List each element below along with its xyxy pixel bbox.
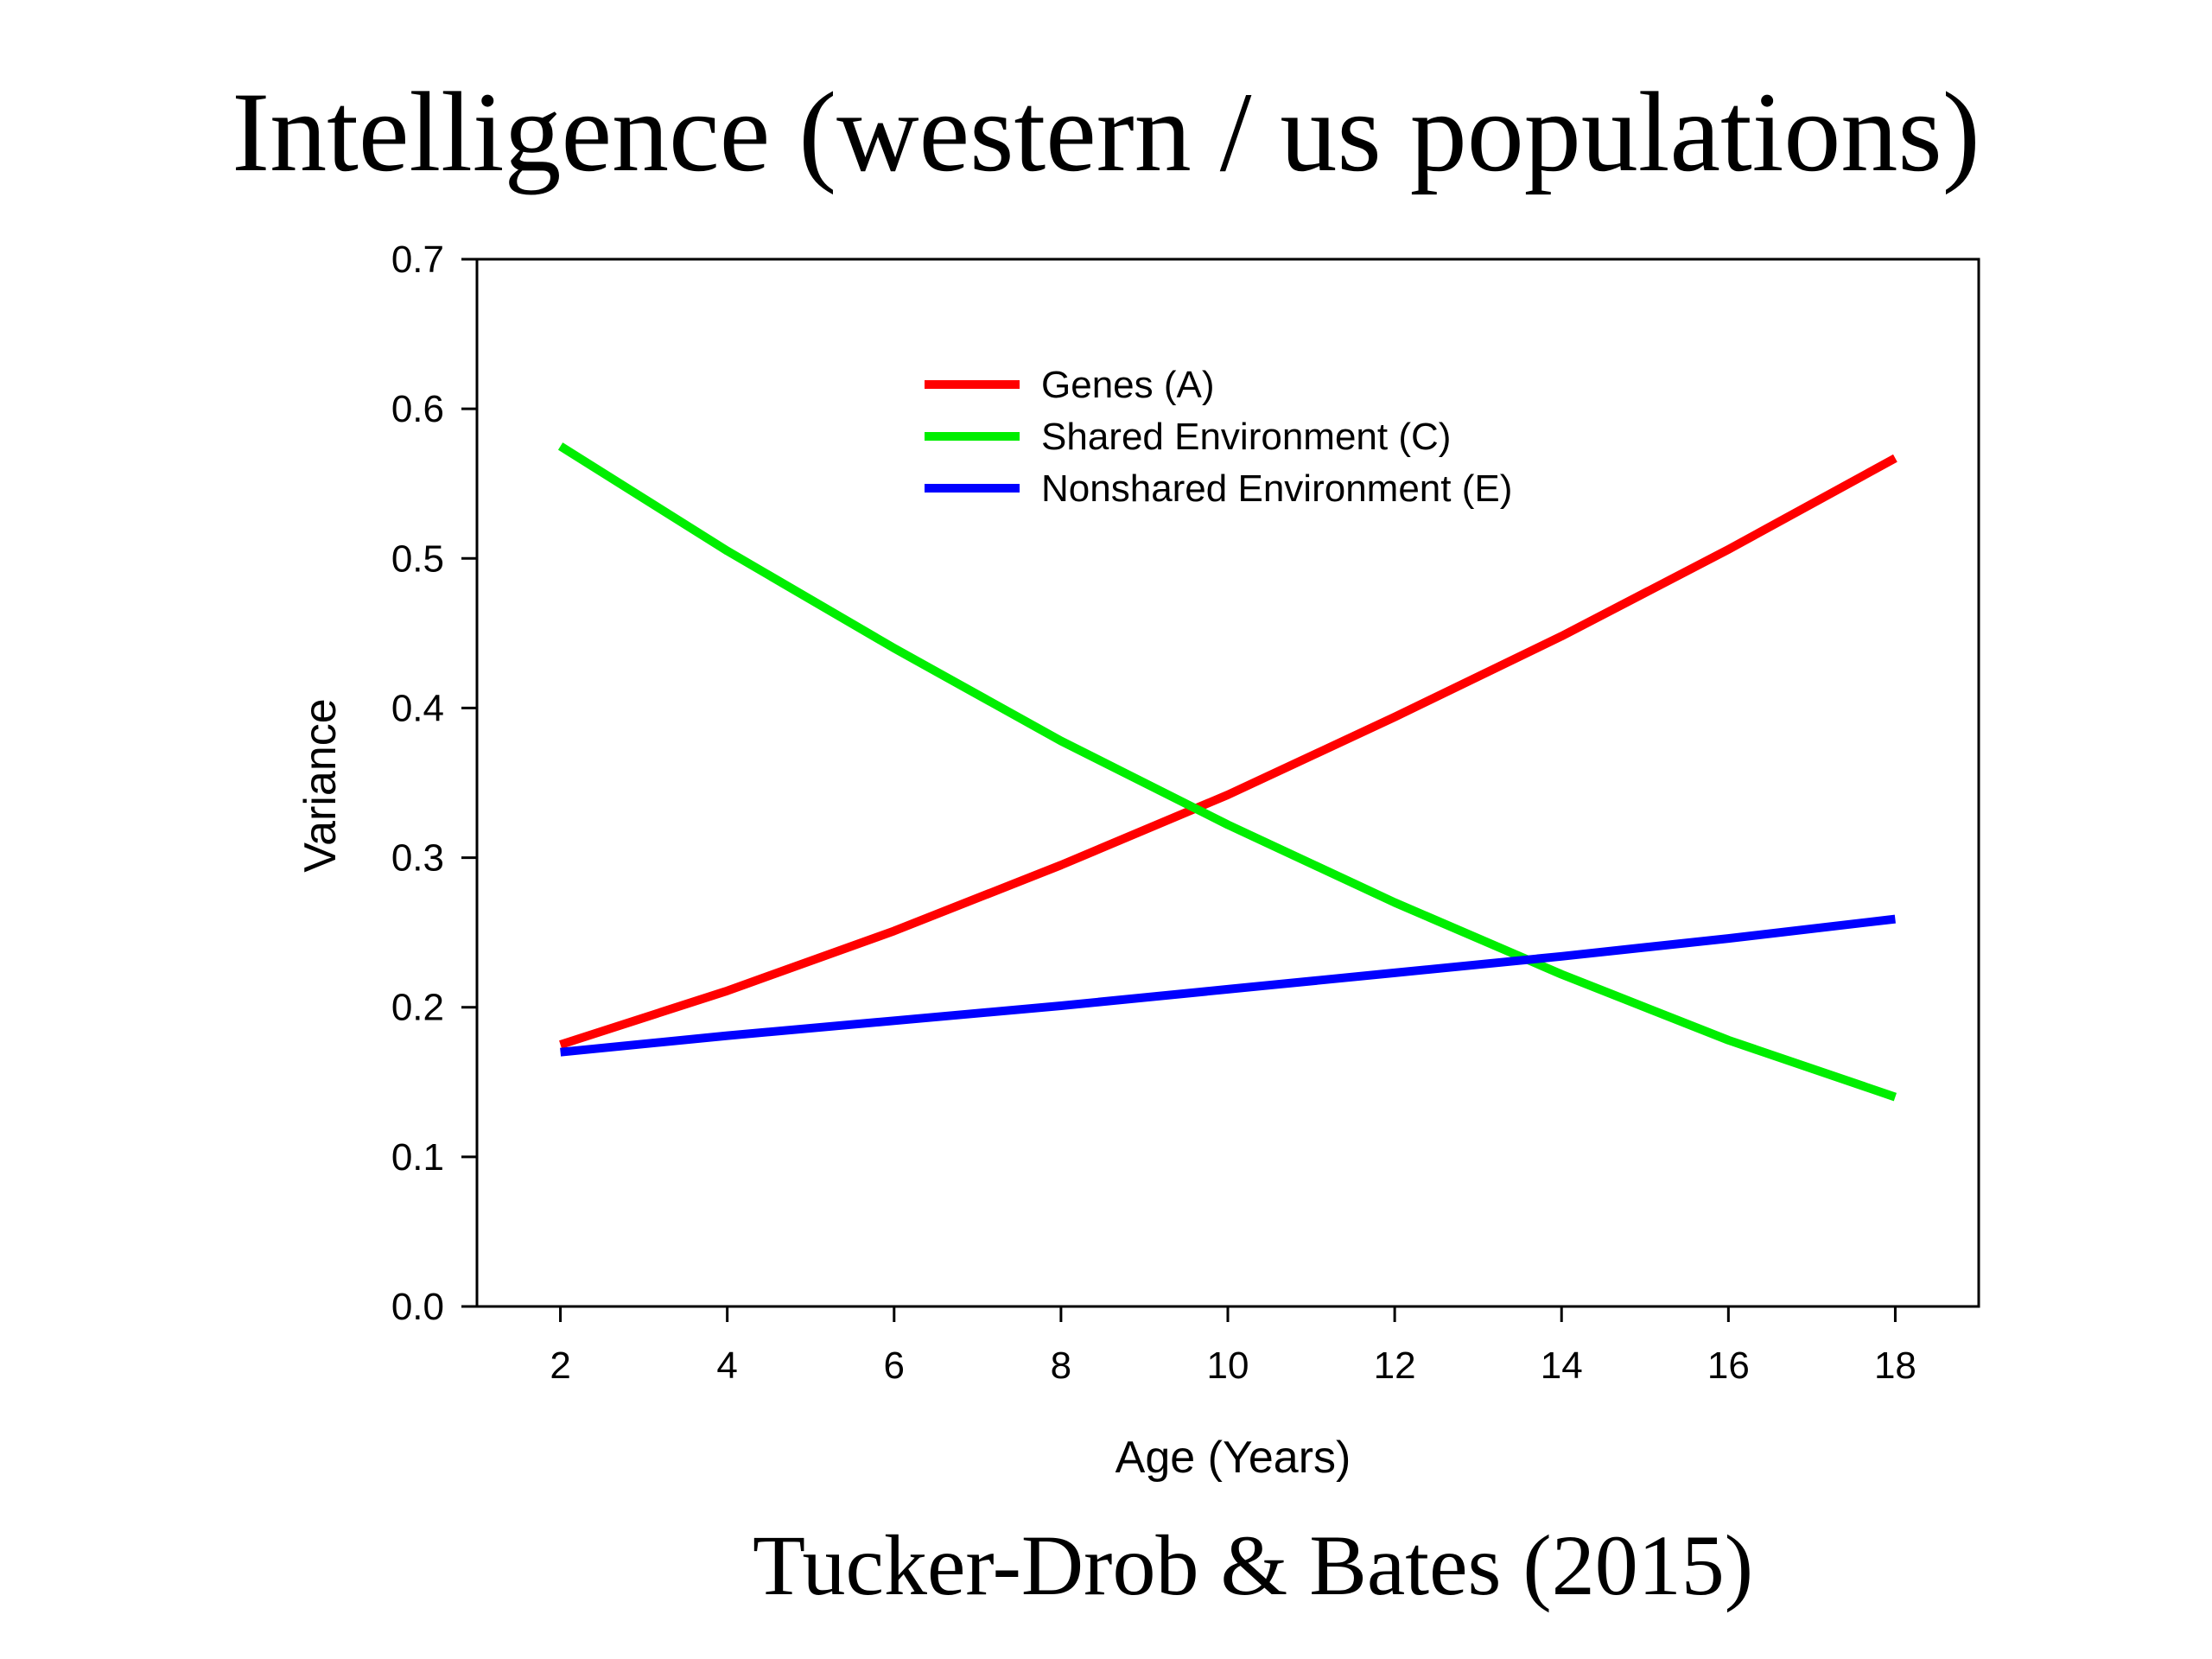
x-tick-label: 14: [1541, 1344, 1583, 1387]
citation-text: Tucker-Drob & Bates (2015): [752, 1517, 1753, 1613]
x-tick-label: 4: [716, 1344, 737, 1387]
y-tick-label: 0.0: [391, 1286, 444, 1328]
series-line-genes-a: [559, 454, 1897, 1049]
x-axis-ticks: 2 4 6 8 10 12 14 16 18: [550, 1306, 1916, 1387]
chart-legend: Genes (A) Shared Environment (C) Nonshared…: [925, 364, 1512, 510]
y-tick-label: 0.1: [391, 1136, 444, 1179]
x-tick-label: 6: [884, 1344, 905, 1387]
series-line-shared-environment-c: [557, 442, 1897, 1102]
x-axis-title: Age (Years): [1116, 1433, 1351, 1483]
y-axis-ticks: 0.0 0.1 0.2 0.3 0.4 0.5 0.6 0.7: [391, 238, 477, 1328]
legend-label-nonshared-environment-e: Nonshared Environment (E): [1041, 467, 1512, 510]
legend-label-genes-a: Genes (A): [1041, 364, 1215, 406]
x-tick-label: 8: [1051, 1344, 1071, 1387]
x-tick-label: 2: [550, 1344, 570, 1387]
y-tick-label: 0.2: [391, 987, 444, 1029]
x-tick-label: 18: [1874, 1344, 1916, 1387]
y-tick-label: 0.6: [391, 388, 444, 430]
x-tick-label: 12: [1374, 1344, 1416, 1387]
y-tick-label: 0.5: [391, 537, 444, 580]
series-lines: [557, 442, 1897, 1102]
y-axis-title: Variance: [296, 698, 346, 872]
y-tick-label: 0.4: [391, 687, 444, 729]
y-tick-label: 0.7: [391, 238, 444, 281]
y-tick-label: 0.3: [391, 837, 444, 880]
x-tick-label: 16: [1707, 1344, 1750, 1387]
slide-title: Intelligence (western / us populations): [232, 68, 1980, 195]
series-line-nonshared-environment-e: [560, 914, 1896, 1057]
legend-label-shared-environment-c: Shared Environment (C): [1041, 416, 1451, 458]
x-tick-label: 10: [1207, 1344, 1249, 1387]
